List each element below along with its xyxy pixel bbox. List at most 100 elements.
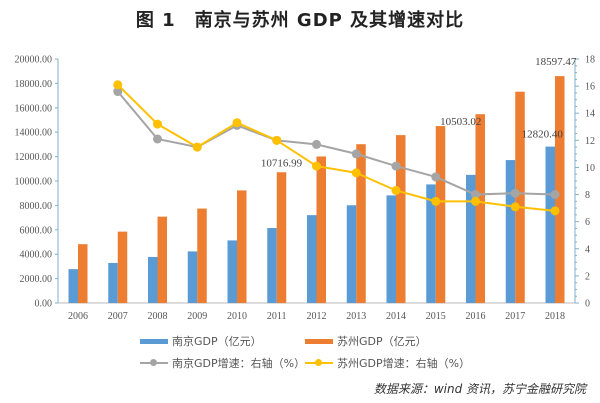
suzhou-gdp-bar: [237, 190, 247, 303]
legend-nanjing-growth: 南京GDP增速：右轴（%）: [140, 355, 305, 371]
legend-suzhou-gdp: 苏州GDP（亿元）: [305, 333, 427, 349]
suzhou-gdp-bar: [276, 172, 287, 303]
suzhou-gdp-bar: [197, 208, 207, 303]
x-axis-tick-label: 2016: [466, 311, 486, 322]
nanjing-growth-point: [431, 172, 441, 182]
right-axis-tick-label: 8: [585, 190, 590, 201]
suzhou-growth-point: [431, 196, 441, 206]
right-axis-tick-label: 10: [585, 163, 595, 174]
right-axis-tick-label: 2: [585, 271, 590, 282]
suzhou-growth-point: [391, 185, 401, 195]
suzhou-growth-point: [550, 206, 560, 216]
nanjing-gdp-bar: [307, 215, 317, 303]
nanjing-growth-point: [113, 87, 123, 97]
legend-label: 苏州GDP增速：右轴（%）: [337, 357, 471, 370]
x-axis-tick-label: 2009: [187, 311, 207, 322]
right-axis-tick-label: 14: [585, 109, 595, 120]
right-axis-tick-label: 12: [585, 136, 595, 147]
suzhou-gdp-bar: [356, 144, 366, 303]
nanjing-growth-point: [312, 139, 321, 149]
suzhou-gdp-bar: [435, 126, 446, 303]
legend-label: 南京GDP增速：右轴（%）: [172, 357, 306, 370]
x-axis-tick-label: 2006: [68, 311, 88, 322]
nanjing-gdp-bar: [346, 205, 357, 303]
right-axis-tick-label: 4: [585, 244, 590, 255]
suzhou-gdp-bar: [117, 231, 128, 303]
x-axis-tick-label: 2015: [426, 311, 446, 322]
suzhou-growth-point: [272, 135, 282, 145]
legend-line-yellow: [305, 359, 333, 366]
nanjing-gdp-bar: [267, 228, 277, 303]
suzhou-gdp-bar: [475, 114, 485, 303]
legend-suzhou-growth: 苏州GDP增速：右轴（%）: [305, 355, 470, 371]
nanjing-gdp-bar: [426, 184, 436, 303]
suzhou-growth-point: [232, 118, 242, 128]
source-note: 数据来源：wind 资讯，苏宁金融研究院: [373, 382, 586, 396]
left-axis-tick-label: 20000.00: [15, 55, 53, 66]
suzhou-growth-line: [117, 84, 556, 212]
data-label: 12820.40: [522, 129, 564, 141]
suzhou-growth-point: [471, 196, 480, 206]
suzhou-gdp-bar: [515, 91, 525, 304]
nanjing-gdp-bar: [227, 240, 237, 303]
legend-nanjing-gdp: 南京GDP（亿元）: [140, 333, 262, 349]
legend-label: 苏州GDP（亿元）: [337, 335, 427, 348]
suzhou-growth-point: [153, 119, 162, 129]
left-axis-tick-label: 16000.00: [15, 103, 53, 114]
right-axis-tick-label: 0: [585, 299, 590, 310]
chart-title: 图 1 南京与苏州 GDP 及其增速对比: [135, 10, 465, 31]
x-axis-tick-label: 2010: [227, 311, 247, 322]
nanjing-growth-point: [471, 190, 480, 200]
left-axis-tick-label: 4000.00: [20, 250, 53, 261]
right-axis-tick-label: 16: [585, 82, 595, 93]
nanjing-growth-point: [391, 161, 401, 171]
left-axis-tick-label: 2000.00: [20, 274, 53, 285]
suzhou-gdp-bar: [316, 156, 326, 303]
suzhou-gdp-bar: [555, 76, 565, 303]
x-axis-tick-label: 2007: [108, 311, 128, 322]
left-axis-tick-label: 14000.00: [15, 128, 53, 139]
nanjing-growth-point: [510, 188, 520, 198]
legend-swatch-blue: [140, 338, 168, 344]
x-axis-tick-label: 2012: [307, 311, 327, 322]
nanjing-gdp-bar: [386, 195, 396, 303]
suzhou-growth-point: [192, 142, 202, 152]
x-axis-tick-label: 2017: [505, 311, 525, 322]
left-axis-tick-label: 6000.00: [20, 225, 53, 236]
x-axis-tick-label: 2008: [148, 311, 168, 322]
nanjing-gdp-bar: [187, 251, 198, 303]
suzhou-gdp-bar: [396, 135, 406, 303]
data-label: 10716.99: [261, 157, 303, 169]
left-axis-tick-label: 12000.00: [15, 152, 53, 163]
legend-label: 南京GDP（亿元）: [172, 335, 262, 348]
x-axis-tick-label: 2018: [545, 311, 565, 322]
suzhou-growth-point: [510, 202, 520, 212]
left-axis-tick-label: 8000.00: [20, 201, 53, 212]
nanjing-growth-point: [153, 134, 162, 144]
nanjing-gdp-bar: [545, 146, 555, 303]
left-axis-tick-label: 18000.00: [15, 79, 53, 90]
left-axis-tick-label: 0.00: [35, 299, 53, 310]
suzhou-growth-point: [312, 161, 321, 171]
nanjing-gdp-bar: [108, 262, 118, 303]
suzhou-growth-point: [351, 168, 361, 178]
data-label: 10503.02: [440, 116, 481, 128]
x-axis-tick-label: 2011: [267, 311, 287, 322]
right-axis-tick-label: 18: [585, 55, 595, 66]
nanjing-gdp-bar: [148, 256, 158, 303]
right-axis-tick-label: 6: [585, 217, 590, 228]
legend-line-gray: [140, 359, 168, 366]
data-label: 18597.47: [535, 56, 577, 68]
nanjing-growth-line: [116, 90, 556, 196]
nanjing-gdp-bar: [505, 160, 516, 303]
left-axis-tick-label: 10000.00: [15, 177, 53, 188]
nanjing-gdp-bar: [68, 269, 78, 303]
suzhou-gdp-bar: [78, 244, 88, 303]
x-axis-tick-label: 2014: [386, 311, 406, 322]
nanjing-growth-point: [550, 190, 560, 200]
x-axis-tick-label: 2013: [346, 311, 366, 322]
suzhou-gdp-bar: [157, 216, 167, 303]
suzhou-growth-point: [113, 80, 123, 90]
